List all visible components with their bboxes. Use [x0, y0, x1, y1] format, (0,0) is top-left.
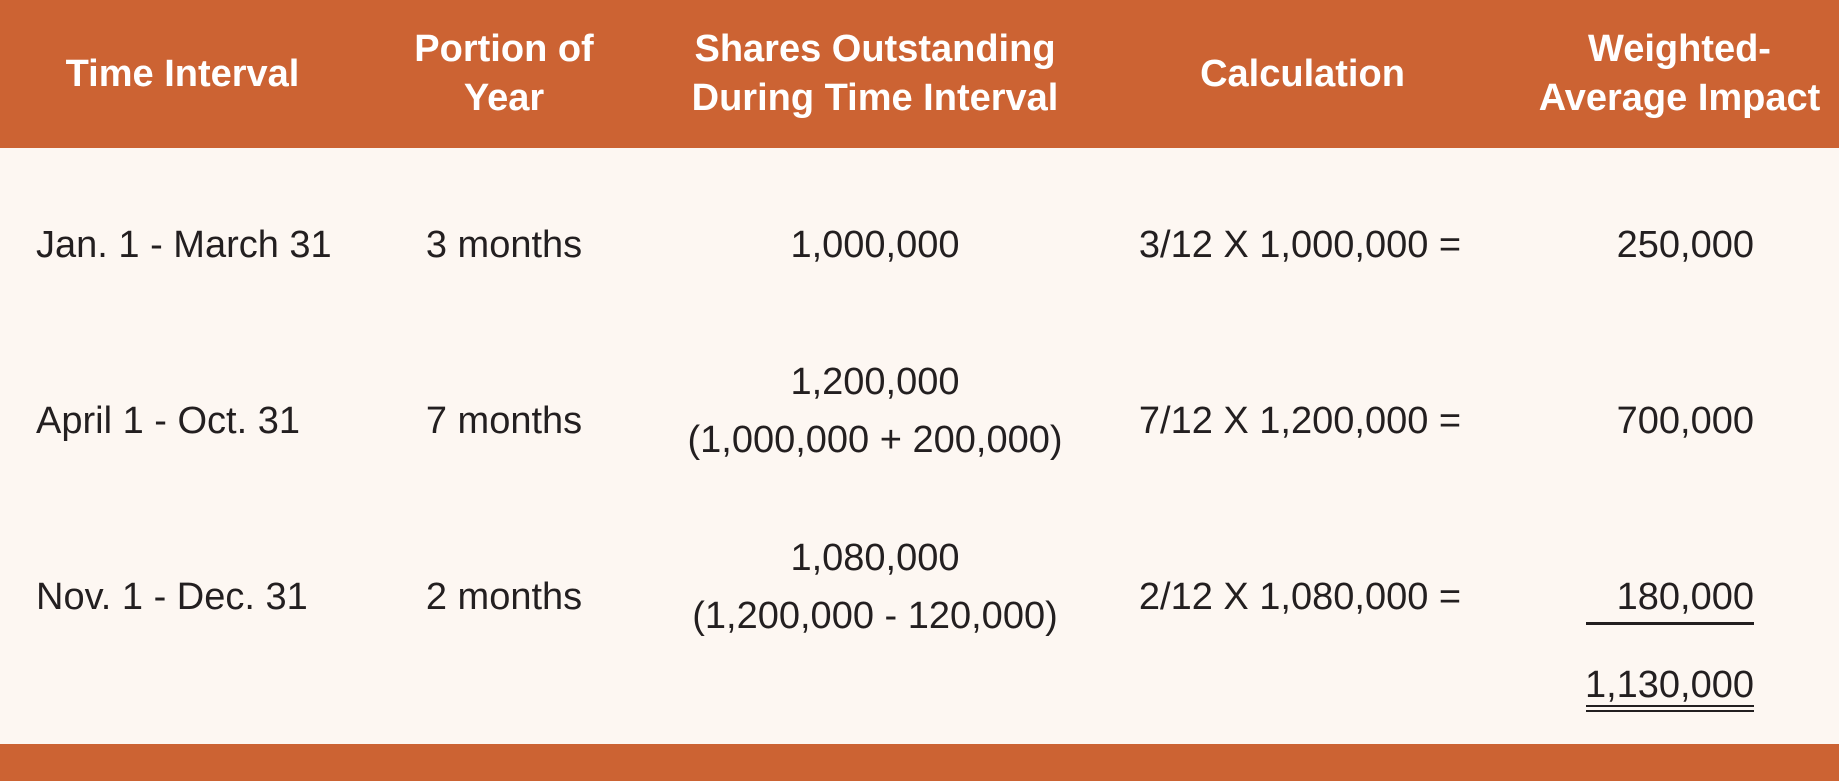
shares-outstanding-detail: (1,000,000 + 200,000)	[687, 419, 1063, 461]
table-footer-bar	[0, 744, 1839, 781]
header-calculation: Calculation	[1200, 52, 1405, 95]
shares-outstanding-cell: 1,200,000	[790, 361, 960, 403]
calculation-cell: 3/12 X 1,000,000 =	[1138, 224, 1462, 266]
weighted-impact-cell: 250,000	[1616, 224, 1754, 266]
calculation-cell: 7/12 X 1,200,000 =	[1138, 400, 1462, 442]
total-double-underline	[1586, 705, 1754, 712]
weighted-impact-cell: 180,000	[1616, 576, 1754, 618]
portion-of-year-cell: 3 months	[425, 224, 583, 266]
header-portion-of-year: Portion of Year	[414, 28, 594, 119]
subtotal-underline	[1586, 622, 1754, 625]
calculation-cell: 2/12 X 1,080,000 =	[1138, 576, 1462, 618]
time-interval-cell: Jan. 1 - March 31	[36, 224, 332, 266]
table-row: Jan. 1 - March 31 3 months 1,000,000 3/1…	[0, 216, 1839, 274]
time-interval-cell: April 1 - Oct. 31	[36, 400, 300, 442]
shares-outstanding-detail: (1,200,000 - 120,000)	[692, 595, 1058, 637]
table-row: Nov. 1 - Dec. 31 2 months 1,080,000 (1,2…	[0, 529, 1839, 645]
shares-outstanding-cell: 1,000,000	[790, 224, 960, 266]
total-row: 1,130,000	[0, 656, 1839, 714]
table-row: April 1 - Oct. 31 7 months 1,200,000 (1,…	[0, 353, 1839, 469]
weighted-impact-cell: 700,000	[1616, 400, 1754, 442]
header-time-interval: Time Interval	[65, 52, 300, 95]
portion-of-year-cell: 7 months	[425, 400, 583, 442]
weighted-average-total: 1,130,000	[1584, 664, 1754, 706]
portion-of-year-cell: 2 months	[425, 576, 583, 618]
header-weighted-average-impact: Weighted- Average Impact	[1538, 28, 1821, 119]
time-interval-cell: Nov. 1 - Dec. 31	[36, 576, 308, 618]
header-shares-outstanding: Shares Outstanding During Time Interval	[691, 28, 1059, 119]
table-header: Time Interval Portion of Year Shares Out…	[0, 0, 1839, 148]
shares-outstanding-cell: 1,080,000	[790, 537, 960, 579]
